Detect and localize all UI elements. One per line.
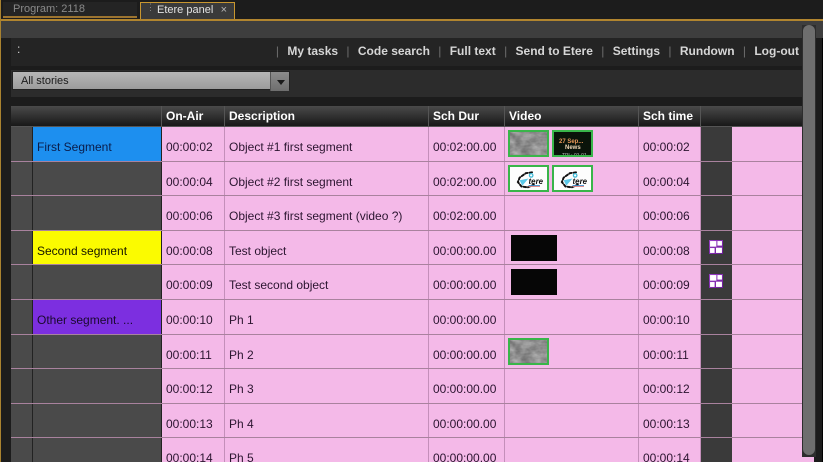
svg-text:tere: tere	[573, 176, 588, 185]
svg-text:tere: tere	[529, 176, 544, 185]
